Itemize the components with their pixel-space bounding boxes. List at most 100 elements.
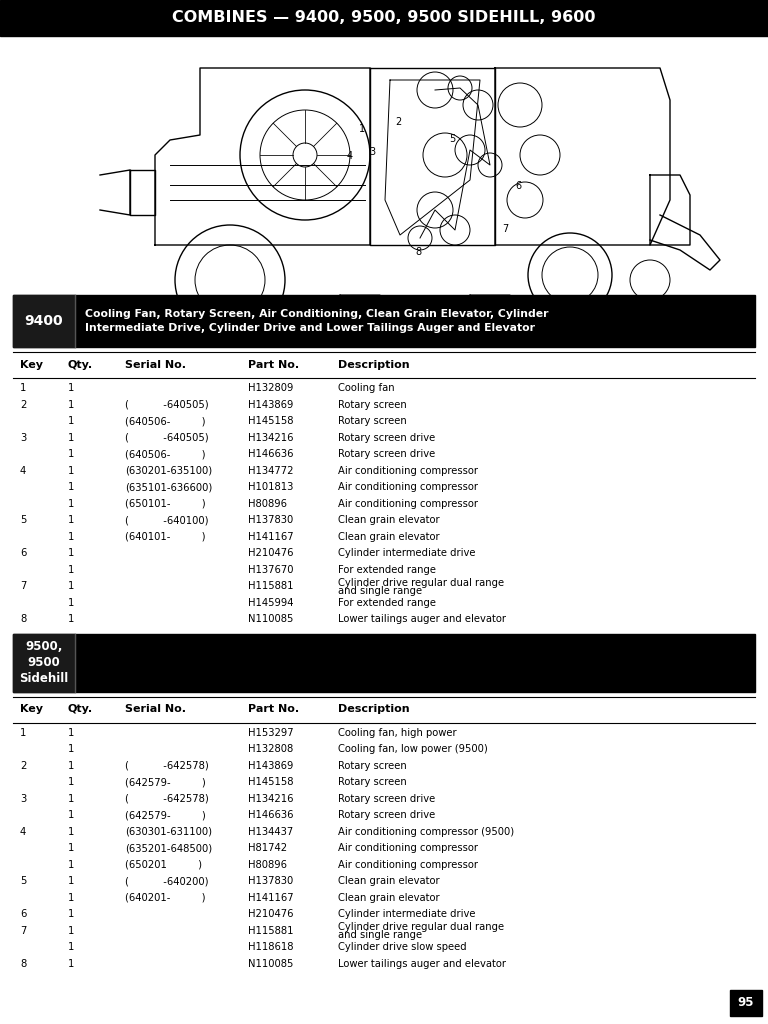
Text: 1: 1 (68, 843, 74, 853)
Text: 4: 4 (347, 151, 353, 161)
Text: 1: 1 (68, 383, 74, 393)
Text: Air conditioning compressor: Air conditioning compressor (338, 499, 478, 509)
Text: (635201-648500): (635201-648500) (125, 843, 212, 853)
Text: 1: 1 (68, 777, 74, 787)
Text: H141167: H141167 (248, 893, 293, 903)
Text: 1: 1 (20, 383, 26, 393)
Text: Lower tailings auger and elevator: Lower tailings auger and elevator (338, 958, 506, 969)
Text: H115881: H115881 (248, 926, 293, 936)
Text: Cylinder drive regular dual range: Cylinder drive regular dual range (338, 923, 504, 932)
Text: Air conditioning compressor: Air conditioning compressor (338, 466, 478, 476)
Text: 1: 1 (68, 499, 74, 509)
Text: H80896: H80896 (248, 860, 287, 869)
Text: 1: 1 (68, 810, 74, 820)
Text: For extended range: For extended range (338, 565, 436, 574)
Text: 1: 1 (68, 893, 74, 903)
Text: Clean grain elevator: Clean grain elevator (338, 877, 439, 886)
Bar (730, 990, 762, 1016)
Text: H137670: H137670 (248, 565, 293, 574)
Text: 8: 8 (20, 614, 26, 625)
Text: 4: 4 (20, 466, 26, 476)
Text: 7: 7 (502, 224, 508, 234)
Text: H101813: H101813 (248, 482, 293, 493)
Text: Rotary screen: Rotary screen (338, 761, 407, 771)
Text: Air conditioning compressor: Air conditioning compressor (338, 843, 478, 853)
Text: Air conditioning compressor: Air conditioning compressor (338, 482, 478, 493)
Text: 2: 2 (20, 761, 26, 771)
Text: H143869: H143869 (248, 399, 293, 410)
Text: 1: 1 (68, 482, 74, 493)
Text: Part No.: Part No. (248, 705, 299, 715)
Bar (13, 634, 755, 691)
Text: (           -640200): ( -640200) (125, 877, 208, 886)
Text: H81742: H81742 (248, 843, 287, 853)
Text: 1: 1 (68, 909, 74, 920)
Bar (0, 0, 768, 36)
Text: Serial No.: Serial No. (125, 360, 186, 370)
Text: Clean grain elevator: Clean grain elevator (338, 531, 439, 542)
Text: H153297: H153297 (248, 728, 293, 737)
Text: (642579-          ): (642579- ) (125, 810, 206, 820)
Text: 1: 1 (68, 761, 74, 771)
Text: 5: 5 (20, 515, 26, 525)
Text: (           -642578): ( -642578) (125, 794, 209, 804)
Text: H210476: H210476 (248, 909, 293, 920)
Text: H145994: H145994 (248, 598, 293, 608)
Text: 1: 1 (68, 399, 74, 410)
Text: 6: 6 (515, 181, 521, 191)
Text: 1: 1 (68, 926, 74, 936)
Text: 5: 5 (20, 877, 26, 886)
Text: Rotary screen drive: Rotary screen drive (338, 433, 435, 442)
Text: (642579-          ): (642579- ) (125, 777, 206, 787)
Text: 7: 7 (20, 582, 26, 591)
Text: 3: 3 (20, 794, 26, 804)
Text: 1: 1 (68, 565, 74, 574)
Text: 3: 3 (20, 433, 26, 442)
Bar (13, 295, 755, 347)
Text: (630301-631100): (630301-631100) (125, 826, 212, 837)
Text: 1: 1 (68, 826, 74, 837)
Text: Cylinder drive slow speed: Cylinder drive slow speed (338, 942, 467, 952)
Text: Part No.: Part No. (248, 360, 299, 370)
Text: Serial No.: Serial No. (125, 705, 186, 715)
Text: 1: 1 (68, 877, 74, 886)
Text: 2: 2 (20, 399, 26, 410)
Text: (640201-          ): (640201- ) (125, 893, 206, 903)
Bar (13, 295, 75, 347)
Text: Air conditioning compressor (9500): Air conditioning compressor (9500) (338, 826, 514, 837)
Text: 3: 3 (369, 147, 375, 157)
Text: and single range: and single range (338, 931, 422, 940)
Text: H134216: H134216 (248, 433, 293, 442)
Text: 1: 1 (68, 433, 74, 442)
Text: Clean grain elevator: Clean grain elevator (338, 515, 439, 525)
Text: COMBINES — 9400, 9500, 9500 SIDEHILL, 9600: COMBINES — 9400, 9500, 9500 SIDEHILL, 96… (172, 10, 596, 26)
Text: Rotary screen: Rotary screen (338, 399, 407, 410)
Text: 6: 6 (20, 909, 26, 920)
Text: 2: 2 (395, 117, 401, 127)
Text: Rotary screen drive: Rotary screen drive (338, 450, 435, 459)
Text: (650101-          ): (650101- ) (125, 499, 206, 509)
Text: (640506-          ): (640506- ) (125, 416, 206, 426)
Text: 1: 1 (68, 582, 74, 591)
Text: H145158: H145158 (248, 416, 293, 426)
Text: and single range: and single range (338, 586, 422, 596)
Text: 1: 1 (68, 942, 74, 952)
Text: 4: 4 (20, 826, 26, 837)
Text: Description: Description (338, 705, 409, 715)
Text: 1: 1 (68, 794, 74, 804)
Text: 9500,
9500
Sidehill: 9500, 9500 Sidehill (19, 640, 68, 685)
Text: H145158: H145158 (248, 777, 293, 787)
Text: Air conditioning compressor: Air conditioning compressor (338, 860, 478, 869)
Text: (630201-635100): (630201-635100) (125, 466, 212, 476)
Text: 7: 7 (20, 926, 26, 936)
Text: H115881: H115881 (248, 582, 293, 591)
Text: 1: 1 (68, 614, 74, 625)
Text: 1: 1 (359, 124, 365, 134)
Text: 1: 1 (68, 450, 74, 459)
Text: (635101-636600): (635101-636600) (125, 482, 212, 493)
Text: H137830: H137830 (248, 515, 293, 525)
Text: Key: Key (20, 705, 43, 715)
Text: H134772: H134772 (248, 466, 293, 476)
Text: Cooling fan: Cooling fan (338, 383, 395, 393)
Text: Qty.: Qty. (68, 705, 93, 715)
